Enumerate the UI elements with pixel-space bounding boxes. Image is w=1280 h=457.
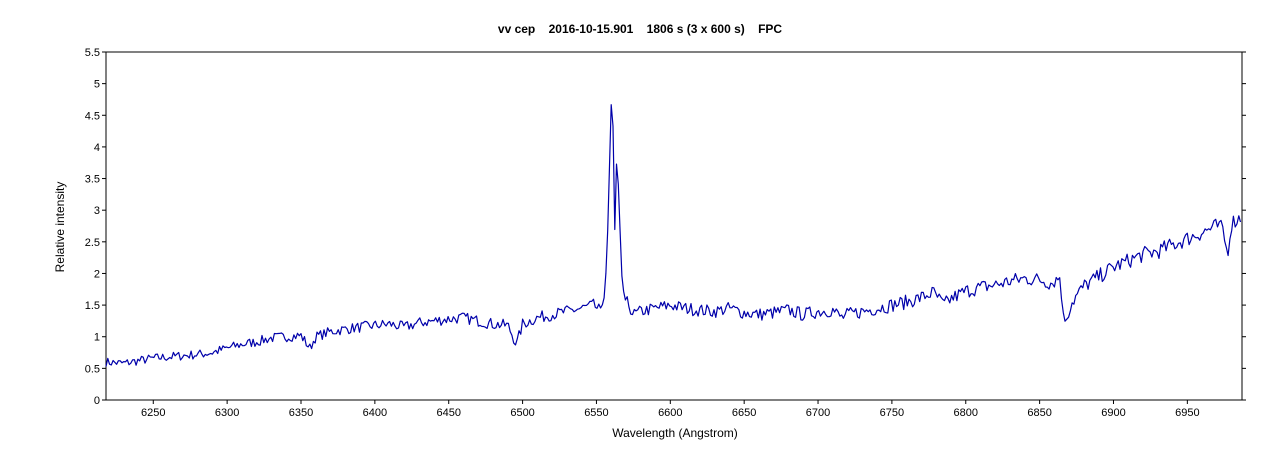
x-tick-label: 6500 — [510, 407, 534, 419]
spectrum-line — [105, 104, 1242, 367]
y-tick-label: 3.5 — [85, 174, 100, 186]
x-tick-label: 6700 — [806, 407, 830, 419]
x-tick-label: 6550 — [584, 407, 608, 419]
x-tick-label: 6650 — [732, 407, 756, 419]
x-tick-label: 6350 — [289, 407, 313, 419]
y-tick-label: 5.5 — [85, 47, 100, 59]
y-tick-label: 2 — [94, 268, 100, 280]
x-tick-label: 6300 — [215, 407, 239, 419]
y-tick-label: 0 — [94, 395, 100, 407]
x-tick-label: 6250 — [141, 407, 165, 419]
x-tick-label: 6850 — [1027, 407, 1051, 419]
plot-frame — [105, 51, 1243, 401]
y-tick-label: 1 — [94, 332, 100, 344]
y-tick-label: 0.5 — [85, 363, 100, 375]
y-tick-label: 5 — [94, 79, 100, 91]
x-tick-label: 6800 — [954, 407, 978, 419]
x-tick-label: 6900 — [1101, 407, 1125, 419]
x-axis-label: Wavelength (Angstrom) — [612, 426, 738, 440]
y-tick-label: 1.5 — [85, 300, 100, 312]
y-tick-label: 2.5 — [85, 237, 100, 249]
y-tick-label: 4.5 — [85, 110, 100, 122]
x-tick-label: 6950 — [1175, 407, 1199, 419]
chart-title: vv cep 2016-10-15.901 1806 s (3 x 600 s)… — [497, 22, 783, 36]
y-tick-label: 4 — [94, 142, 100, 154]
x-tick-label: 6450 — [436, 407, 460, 419]
x-tick-label: 6400 — [363, 407, 387, 419]
y-tick-label: 3 — [94, 205, 100, 217]
x-tick-label: 6600 — [658, 407, 682, 419]
x-tick-label: 6750 — [880, 407, 904, 419]
